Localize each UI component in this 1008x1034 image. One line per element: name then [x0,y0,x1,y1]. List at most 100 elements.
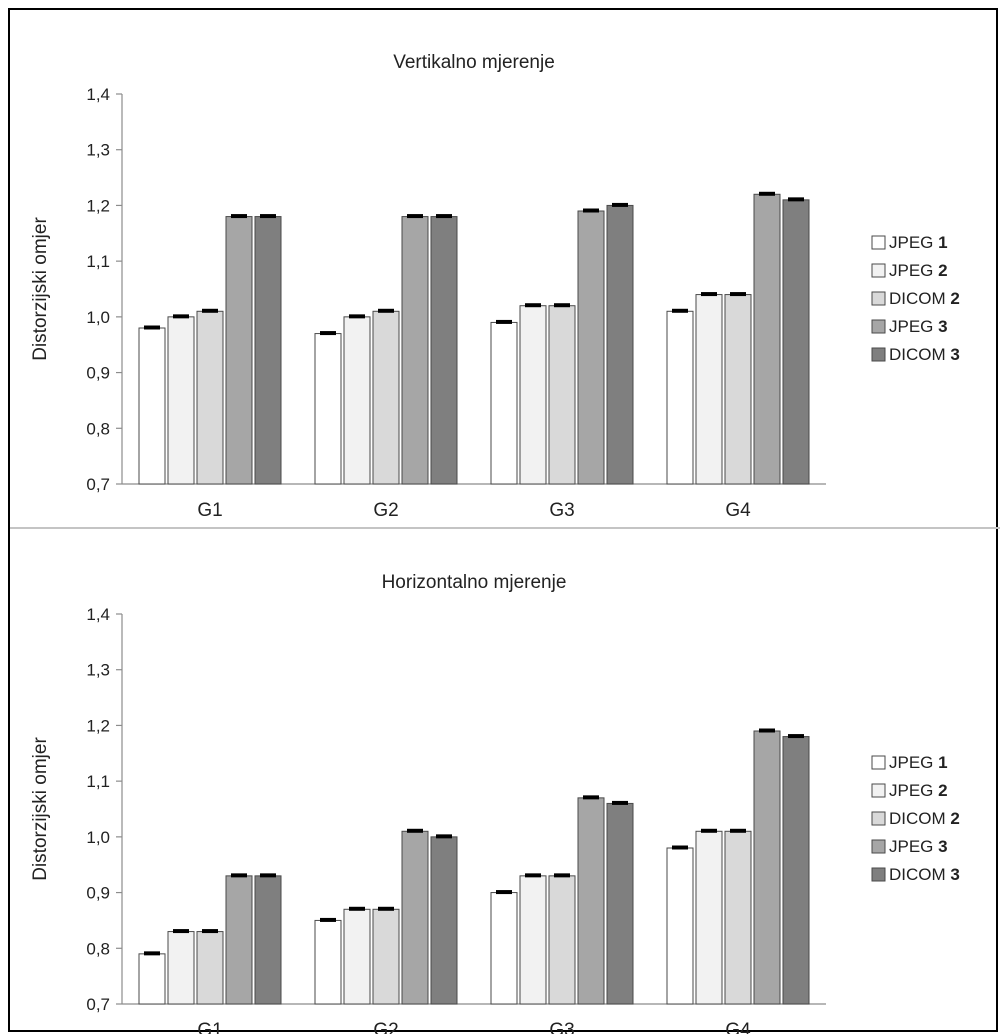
chart-1-legend-swatch [871,235,886,250]
chart-1-ytick-label: 1,1 [86,252,110,271]
chart-2-ytick-label: 0,8 [86,939,110,958]
chart-2-bar-G2-5 [430,836,458,1005]
chart-2-error-bar-G4-5 [788,734,804,739]
chart-2-legend-label: DICOM 2 [889,809,960,828]
chart-2-error-bar-G2-1 [320,917,336,922]
chart-2-legend-swatch [871,867,886,882]
chart-1-category-label: G2 [373,500,398,521]
chart-1-error-bar-G1-1 [144,325,160,330]
chart-1-bar-G1-2 [167,316,195,485]
chart-1-legend-swatch [871,291,886,306]
chart-2-ytick-label: 1,3 [86,661,110,680]
chart-1-ytick-label: 1,0 [86,308,110,327]
chart-2-error-bar-G4-4 [759,728,775,733]
chart-1-error-bar-G3-3 [554,303,570,308]
chart-2-bar-G2-1 [314,919,342,1005]
chart-2-legend-swatch [871,755,886,770]
chart-2-bar-G4-5 [782,736,810,1005]
chart-1-bar-G3-1 [490,321,518,485]
chart-1-bar-G1-5 [254,216,282,485]
chart-2-bar-G1-2 [167,931,195,1005]
chart-1-legend-swatch [871,347,886,362]
chart-1-error-bar-G3-5 [612,202,628,207]
chart-1-bar-G4-5 [782,199,810,485]
chart-2-bar-G1-3 [196,931,224,1005]
chart-2-bar-G4-1 [666,847,694,1005]
chart-2-error-bar-G2-5 [436,834,452,839]
chart-2-bar-G3-3 [548,875,576,1005]
chart-2-error-bar-G3-4 [583,795,599,800]
chart-2-error-bar-G1-3 [202,929,218,934]
chart-1-bar-G4-1 [666,310,694,485]
chart-2-bar-G3-5 [606,802,634,1005]
chart-1-ytick-label: 0,7 [86,475,110,494]
chart-1-legend-label: DICOM 3 [889,345,960,364]
chart-1-error-bar-G1-5 [260,214,276,219]
chart-2-error-bar-G1-2 [173,929,189,934]
chart-2-error-bar-G3-2 [525,873,541,878]
chart-2-bar-G1-5 [254,875,282,1005]
chart-1-error-bar-G1-3 [202,308,218,313]
chart-1-error-bar-G3-4 [583,208,599,213]
chart-1-bar-G4-4 [753,193,781,485]
chart-2-error-bar-G3-3 [554,873,570,878]
chart-1-error-bar-G3-1 [496,319,512,324]
chart-1-bar-G1-1 [138,327,166,485]
chart-1-legend-label: JPEG 3 [889,317,948,336]
chart-2-legend-label: JPEG 1 [889,753,948,772]
chart-2-error-bar-G4-1 [672,845,688,850]
chart-2-error-bar-G3-1 [496,890,512,895]
chart-2-legend-label: JPEG 2 [889,781,948,800]
chart-2-error-bar-G3-5 [612,800,628,805]
chart-1-bar-G2-3 [372,310,400,485]
chart-2-bar-G3-2 [519,875,547,1005]
chart-2-title: Horizontalno mjerenje [382,572,567,593]
chart-1-bar-G2-2 [343,316,371,485]
chart-1-ytick-label: 1,4 [86,85,110,104]
chart-1-ytick-label: 0,9 [86,364,110,383]
chart-1-legend-swatch [871,263,886,278]
chart-2-error-bar-G4-3 [730,828,746,833]
chart-1-bar-G1-3 [196,310,224,485]
chart-1-error-bar-G2-5 [436,214,452,219]
chart-2-ytick-label: 1,1 [86,772,110,791]
chart-2-error-bar-G1-4 [231,873,247,878]
chart-2-category-label: G2 [373,1020,398,1034]
chart-1-bar-G1-4 [225,216,253,485]
chart-2-bar-G4-2 [695,830,723,1005]
chart-1-error-bar-G4-1 [672,308,688,313]
chart-1-legend-label: JPEG 1 [889,233,948,252]
chart-2-ytick-label: 0,7 [86,995,110,1014]
chart-2-ytick-label: 0,9 [86,884,110,903]
chart-1-error-bar-G2-2 [349,314,365,319]
chart-2-error-bar-G1-5 [260,873,276,878]
chart-2-bar-G3-1 [490,892,518,1005]
chart-2-bar-G2-3 [372,908,400,1005]
chart-1-error-bar-G4-2 [701,292,717,297]
chart-2-category-label: G1 [197,1020,222,1034]
chart-1-ylabel: Distorzijski omjer [30,217,51,361]
chart-2-error-bar-G1-1 [144,951,160,956]
panel-divider [10,527,1000,529]
chart-1-bar-G3-5 [606,204,634,485]
chart-2-error-bar-G4-2 [701,828,717,833]
chart-2-ytick-label: 1,2 [86,716,110,735]
chart-1-error-bar-G4-3 [730,292,746,297]
chart-1-error-bar-G2-1 [320,331,336,336]
chart-2-error-bar-G2-2 [349,906,365,911]
chart-1-bar-G2-1 [314,333,342,485]
chart-1-legend-label: DICOM 2 [889,289,960,308]
chart-2-legend-swatch [871,839,886,854]
chart-2-ytick-label: 1,0 [86,828,110,847]
chart-1-title: Vertikalno mjerenje [393,52,555,73]
chart-1-legend-label: JPEG 2 [889,261,948,280]
chart-1-bar-G4-2 [695,294,723,485]
chart-horizontal: Horizontalno mjerenje Distorzijski omjer 0… [30,572,960,1034]
chart-vertical: Vertikalno mjerenje Distorzijski omjer 0,7… [30,52,960,521]
chart-1-error-bar-G3-2 [525,303,541,308]
chart-2-legend-swatch [871,783,886,798]
chart-2-bar-G4-4 [753,730,781,1005]
chart-1-legend-swatch [871,319,886,334]
chart-1-error-bar-G4-5 [788,197,804,202]
chart-2-category-label: G3 [549,1020,574,1034]
